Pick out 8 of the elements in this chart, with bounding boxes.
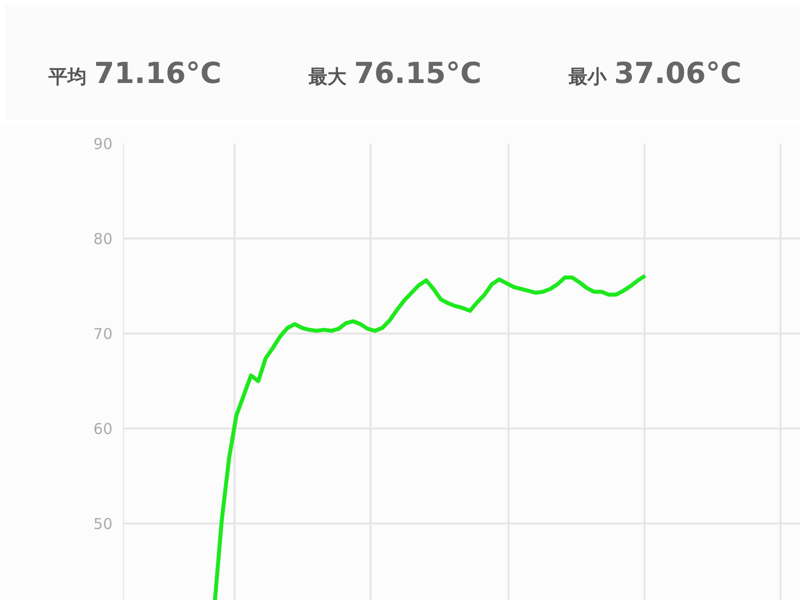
y-tick-label: 50 xyxy=(93,515,113,534)
y-tick-label: 80 xyxy=(93,230,113,248)
text: 平均 71.16°C xyxy=(48,56,222,90)
text: 最大 76.15°C xyxy=(308,56,482,90)
y-tick-label: 70 xyxy=(93,325,113,344)
y-tick-label: 60 xyxy=(93,420,113,438)
y-tick-label: 90 xyxy=(93,135,113,153)
text: 最小 37.06°C xyxy=(568,56,742,90)
